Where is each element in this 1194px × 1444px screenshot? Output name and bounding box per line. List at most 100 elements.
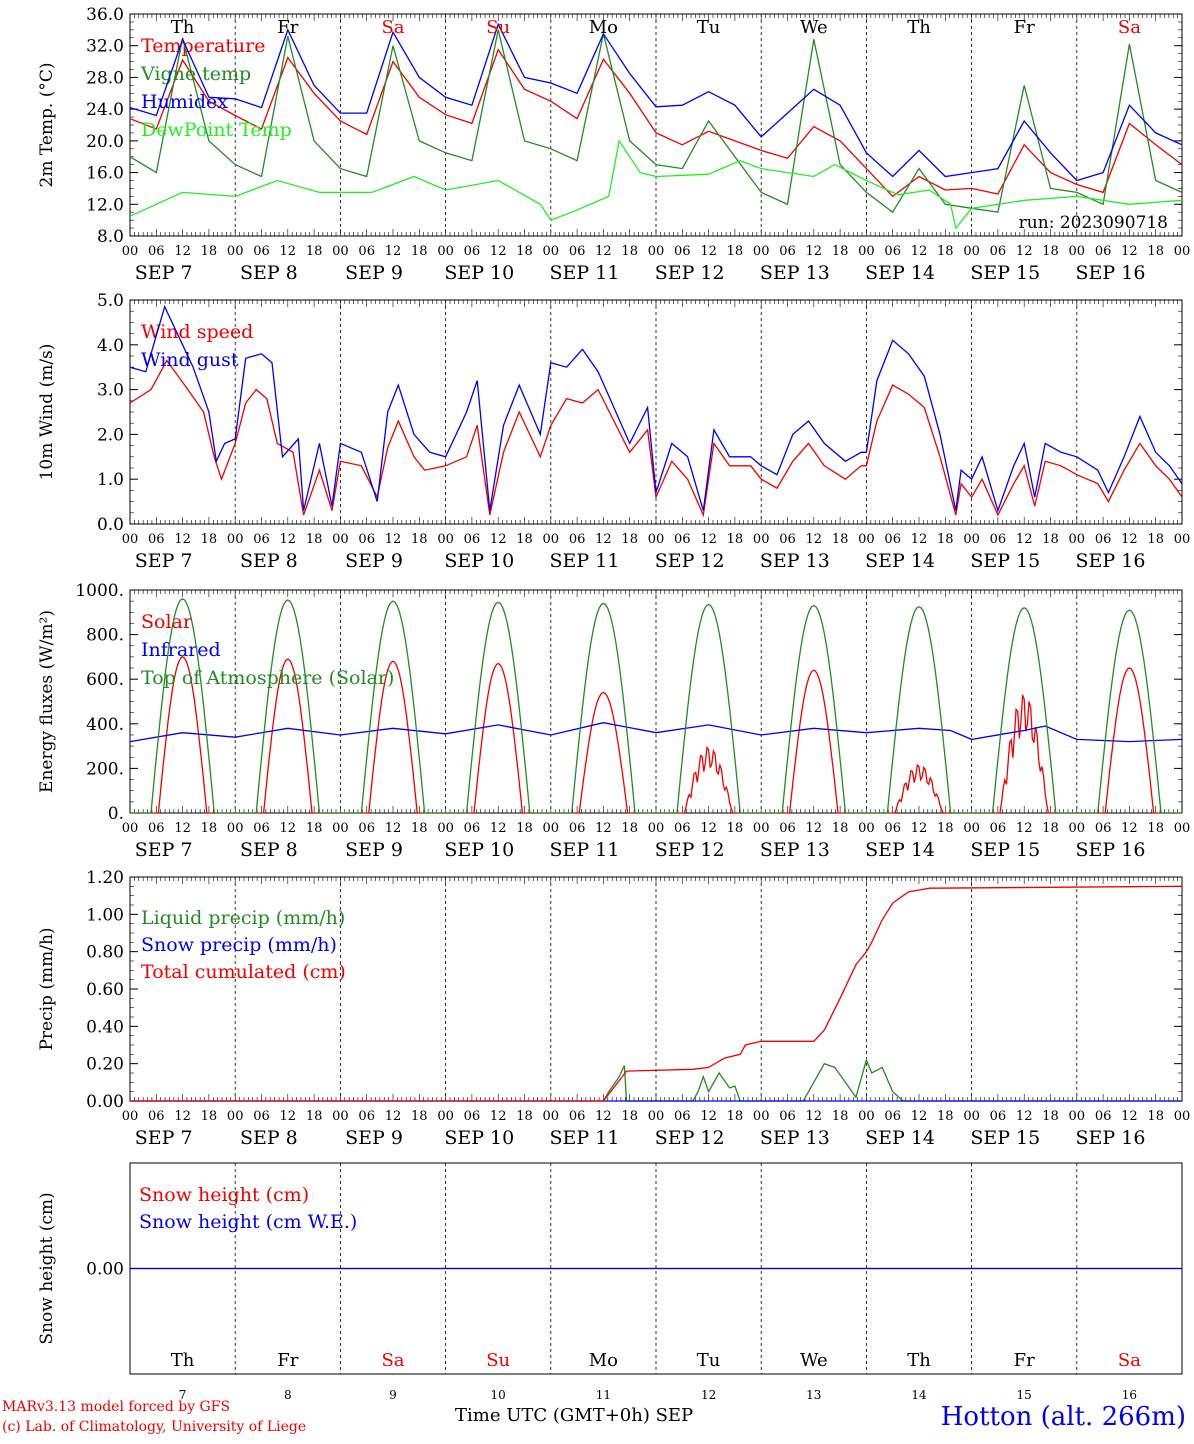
weekday-label: Tu (697, 1350, 721, 1371)
hour-tick-label: 18 (306, 1109, 323, 1124)
hour-tick-label: 00 (122, 1109, 139, 1124)
hour-tick-label: 00 (648, 244, 665, 259)
hour-tick-label: 18 (306, 821, 323, 836)
series-line-top-of-atmosphere-solar- (130, 598, 1182, 814)
y-tick-label: 1.0 (97, 470, 124, 490)
series-line-total-cumulated-cm- (130, 885, 1183, 1102)
hour-tick-label: 12 (1121, 1109, 1138, 1124)
date-label: SEP 8 (240, 1127, 298, 1149)
legend-label: Total cumulated (cm) (141, 961, 346, 983)
hour-tick-label: 06 (464, 244, 481, 259)
hour-tick-label: 12 (280, 532, 297, 547)
legend-label: Snow precip (mm/h) (141, 934, 337, 956)
series-line-dewpoint-temp (129, 139, 1183, 230)
hour-tick-label: 06 (990, 532, 1007, 547)
panel-2: 0.0 1.0 2.0 3.0 4.0 5.0 10m Wind (m/s) Wind spe… (37, 291, 1190, 572)
hour-tick-label: 06 (674, 821, 691, 836)
weekday-label: Fr (1014, 17, 1035, 38)
hour-tick-label: 00 (1069, 532, 1086, 547)
hour-tick-label: 18 (1147, 1109, 1164, 1124)
y-tick-label: 2.0 (97, 425, 124, 445)
hour-tick-label: 12 (700, 532, 717, 547)
hour-tick-label: 06 (990, 821, 1007, 836)
weekday-label: Sa (1118, 17, 1141, 38)
hour-tick-label: 00 (1069, 1109, 1086, 1124)
hour-tick-label: 00 (227, 1109, 244, 1124)
hour-tick-label: 06 (884, 532, 901, 547)
hour-tick-label: 18 (1147, 821, 1164, 836)
date-label: SEP 14 (865, 550, 935, 572)
hour-tick-label: 00 (858, 821, 875, 836)
hour-tick-label: 06 (990, 1109, 1007, 1124)
date-label: SEP 7 (135, 839, 193, 861)
hour-tick-label: 18 (1042, 244, 1059, 259)
date-label: SEP 10 (444, 1127, 514, 1149)
date-label: SEP 14 (865, 839, 935, 861)
date-label: SEP 12 (655, 550, 725, 572)
hour-tick-label: 00 (753, 532, 770, 547)
hour-tick-label: 12 (385, 1109, 402, 1124)
y-tick-label: 28.0 (86, 68, 124, 88)
hour-tick-label: 12 (174, 1109, 191, 1124)
hour-tick-label: 18 (621, 532, 638, 547)
hour-tick-label: 06 (779, 532, 796, 547)
hour-tick-label: 18 (411, 821, 428, 836)
hour-tick-label: 18 (201, 821, 218, 836)
hour-tick-label: 00 (753, 1109, 770, 1124)
hour-tick-label: 12 (1121, 532, 1138, 547)
y-axis-label: Energy fluxes (W/m²) (37, 610, 57, 793)
hour-tick-label: 06 (358, 532, 375, 547)
day-number-label: 11 (596, 1388, 611, 1402)
hour-tick-label: 18 (937, 532, 954, 547)
hour-tick-label: 00 (332, 532, 349, 547)
date-label: SEP 7 (135, 550, 193, 572)
series-line-wind-gust (129, 304, 1183, 513)
hour-tick-label: 06 (1095, 244, 1112, 259)
legend-label: Wind speed (141, 321, 253, 343)
date-label: SEP 7 (135, 1127, 193, 1149)
hour-tick-label: 18 (832, 532, 849, 547)
date-label: SEP 13 (760, 1127, 830, 1149)
x-axis-title: Time UTC (GMT+0h) SEP (455, 1405, 694, 1426)
lab-credit: (c) Lab. of Climatology, University of L… (2, 1419, 307, 1435)
hour-tick-label: 06 (253, 532, 270, 547)
date-label: SEP 11 (550, 262, 620, 284)
hour-tick-label: 00 (332, 1109, 349, 1124)
date-label: SEP 8 (240, 839, 298, 861)
hour-tick-label: 12 (490, 532, 507, 547)
date-label: SEP 14 (865, 262, 935, 284)
legend-label: Infrared (141, 639, 221, 661)
weekday-label: Th (907, 17, 931, 38)
y-tick-label: 0.00 (86, 1092, 124, 1112)
hour-tick-label: 06 (148, 1109, 165, 1124)
hour-tick-label: 06 (779, 1109, 796, 1124)
hour-tick-label: 12 (1016, 1109, 1033, 1124)
hour-tick-label: 00 (543, 244, 560, 259)
hour-tick-label: 12 (174, 244, 191, 259)
hour-tick-label: 18 (832, 1109, 849, 1124)
hour-tick-label: 06 (884, 1109, 901, 1124)
hour-tick-label: 12 (490, 821, 507, 836)
hour-tick-label: 00 (122, 821, 139, 836)
day-number-label: 7 (179, 1388, 187, 1402)
hour-tick-label: 12 (174, 532, 191, 547)
y-tick-label: 1000. (75, 581, 124, 601)
date-label: SEP 9 (345, 262, 403, 284)
hour-tick-label: 00 (858, 532, 875, 547)
hour-tick-label: 12 (595, 1109, 612, 1124)
hour-tick-label: 18 (832, 244, 849, 259)
date-label: SEP 12 (655, 839, 725, 861)
day-number-label: 14 (911, 1388, 927, 1402)
y-tick-label: 32.0 (86, 37, 124, 57)
hour-tick-label: 06 (148, 821, 165, 836)
hour-tick-label: 06 (569, 1109, 586, 1124)
hour-tick-label: 06 (990, 244, 1007, 259)
hour-tick-label: 18 (411, 532, 428, 547)
y-tick-label: 600. (86, 670, 124, 690)
hour-tick-label: 12 (385, 821, 402, 836)
weekday-label: We (800, 17, 828, 38)
y-tick-label: 800. (86, 626, 124, 646)
hour-tick-label: 06 (569, 532, 586, 547)
